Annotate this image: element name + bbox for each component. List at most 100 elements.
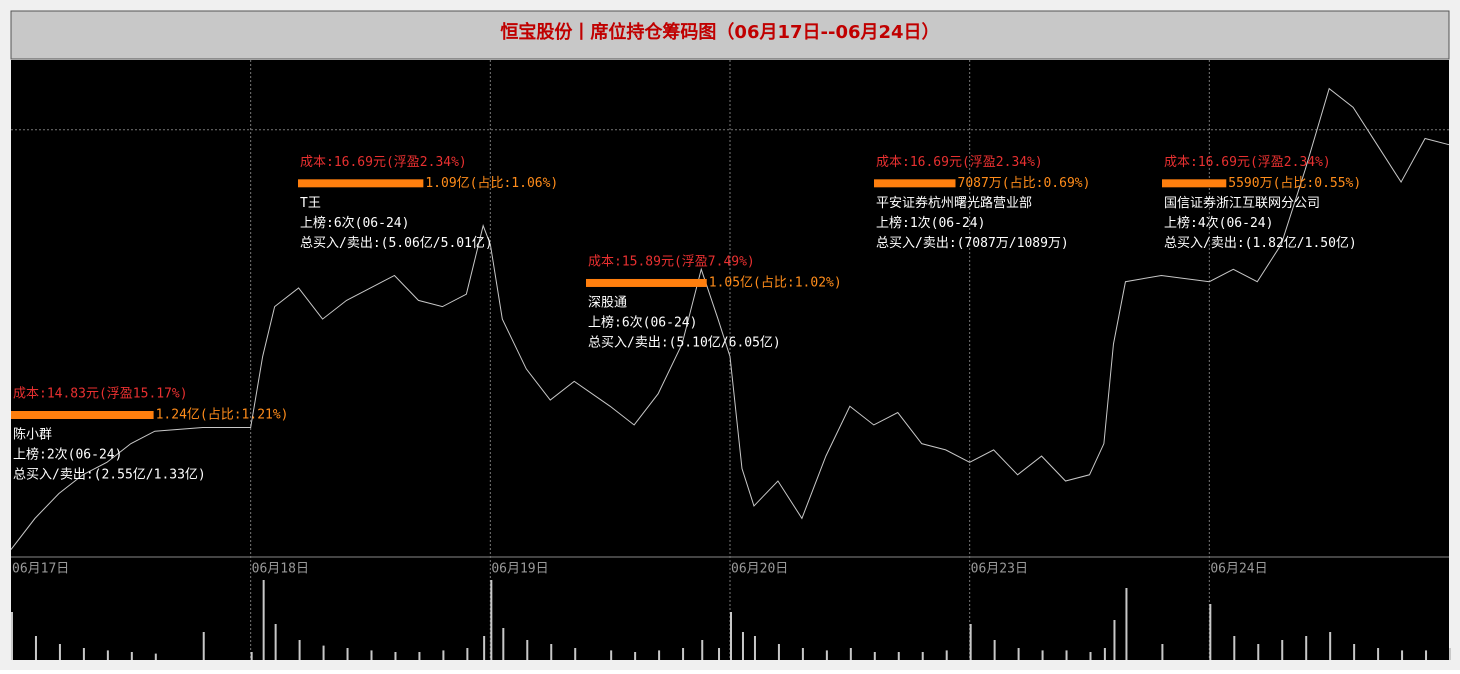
seat-listing: 上榜:1次(06-24) <box>876 215 985 231</box>
volume-bar <box>550 644 553 660</box>
volume-bar <box>526 640 529 660</box>
volume-bar <box>1041 650 1044 660</box>
volume-bar <box>502 628 505 660</box>
volume-bar <box>849 648 852 660</box>
seat-totals: 总买入/卖出:(2.55亿/1.33亿) <box>13 468 206 483</box>
volume-bar <box>418 652 421 660</box>
seat-name: T王 <box>300 196 321 211</box>
amount-label: 1.05亿(占比:1.02%) <box>709 275 842 290</box>
volume-bar <box>1257 644 1260 660</box>
volume-bar <box>1103 648 1106 660</box>
volume-bar <box>34 636 37 660</box>
holding-bar <box>874 179 956 188</box>
volume-bar <box>658 650 661 660</box>
seat-totals: 总买入/卖出:(7087万/1089万) <box>876 236 1069 251</box>
volume-bar <box>873 652 876 660</box>
x-tick-label: 06月18日 <box>252 562 309 577</box>
seat-listing: 上榜:6次(06-24) <box>300 215 409 231</box>
cost-label: 成本:16.69元(浮盈2.34%) <box>1164 155 1331 170</box>
volume-bar <box>825 650 828 660</box>
volume-bar <box>1125 588 1128 660</box>
volume-bar <box>993 640 996 660</box>
price-line <box>10 87 1450 550</box>
holding-bar <box>586 278 707 287</box>
volume-bar <box>1089 652 1092 660</box>
x-tick-label: 06月19日 <box>491 562 548 577</box>
volume-bar <box>1161 644 1164 660</box>
cost-label: 成本:16.69元(浮盈2.34%) <box>876 155 1043 170</box>
volume-bar <box>370 650 373 660</box>
title-bar <box>10 10 1450 60</box>
volume-bar <box>1209 604 1212 660</box>
amount-label: 1.24亿(占比:1.21%) <box>156 408 289 423</box>
seat-totals: 总买入/卖出:(5.10亿/6.05亿) <box>588 335 781 350</box>
amount-label: 1.09亿(占比:1.06%) <box>425 176 558 191</box>
volume-bar <box>11 612 13 660</box>
volume-bar <box>610 650 613 660</box>
volume-bar <box>106 650 109 660</box>
volume-bar <box>346 648 349 660</box>
volume-bar <box>1017 648 1020 660</box>
x-tick-label: 06月20日 <box>731 562 788 577</box>
volume-bar <box>969 624 972 660</box>
volume-bar <box>298 640 301 660</box>
cost-label: 成本:15.89元(浮盈7.49%) <box>588 254 755 269</box>
cost-label: 成本:14.83元(浮盈15.17%) <box>13 387 188 402</box>
holding-bar <box>298 179 424 188</box>
volume-bar <box>1305 636 1308 660</box>
volume-bar <box>682 648 685 660</box>
volume-bar <box>897 652 900 660</box>
volume-bar <box>945 650 948 660</box>
cost-label: 成本:16.69元(浮盈2.34%) <box>300 155 467 170</box>
volume-bar <box>718 648 721 660</box>
volume-bar <box>490 580 493 660</box>
volume-bar <box>1281 640 1284 660</box>
seat-name: 深股通 <box>588 295 627 310</box>
volume-bar <box>730 612 732 660</box>
volume-bar <box>1353 644 1356 660</box>
seat-name: 陈小群 <box>13 427 52 443</box>
volume-bar <box>274 624 277 660</box>
volume-bar <box>921 652 924 660</box>
holding-bar <box>1162 179 1227 188</box>
volume-bar <box>701 640 704 660</box>
volume-bar <box>58 644 61 660</box>
volume-bar <box>1233 636 1236 660</box>
volume-bar <box>154 653 157 660</box>
amount-label: 7087万(占比:0.69%) <box>958 176 1091 191</box>
volume-bar <box>1113 620 1116 660</box>
volume-bar <box>801 648 804 660</box>
amount-label: 5590万(占比:0.55%) <box>1228 176 1361 191</box>
volume-bar <box>1377 648 1380 660</box>
volume-bar <box>574 648 577 660</box>
holding-bar <box>11 411 154 419</box>
volume-bar <box>262 580 265 660</box>
volume-bar <box>1425 650 1428 660</box>
volume-bar <box>1401 650 1404 660</box>
x-tick-label: 06月17日 <box>12 562 69 577</box>
volume-bar <box>466 648 469 660</box>
seat-totals: 总买入/卖出:(1.82亿/1.50亿) <box>1164 236 1357 251</box>
volume-bar <box>442 650 445 660</box>
volume-bar <box>753 636 756 660</box>
volume-bar <box>483 636 486 660</box>
seat-name: 国信证券浙江互联网分公司 <box>1164 195 1320 211</box>
seat-listing: 上榜:6次(06-24) <box>588 314 697 330</box>
seat-totals: 总买入/卖出:(5.06亿/5.01亿) <box>300 236 493 251</box>
x-tick-label: 06月23日 <box>971 562 1028 577</box>
seat-listing: 上榜:4次(06-24) <box>1164 215 1273 231</box>
volume-bar <box>777 644 780 660</box>
volume-bar <box>202 632 205 660</box>
volume-bar <box>741 632 744 660</box>
volume-bar <box>322 645 325 660</box>
seat-name: 平安证券杭州曙光路营业部 <box>876 195 1032 211</box>
x-tick-label: 06月24日 <box>1210 562 1267 577</box>
volume-bar <box>130 652 133 660</box>
volume-bar <box>250 652 253 660</box>
volume-bar <box>82 648 85 660</box>
volume-bar <box>1065 650 1068 660</box>
seat-listing: 上榜:2次(06-24) <box>13 447 122 463</box>
volume-bar <box>1449 648 1451 660</box>
volume-bar <box>634 652 637 660</box>
